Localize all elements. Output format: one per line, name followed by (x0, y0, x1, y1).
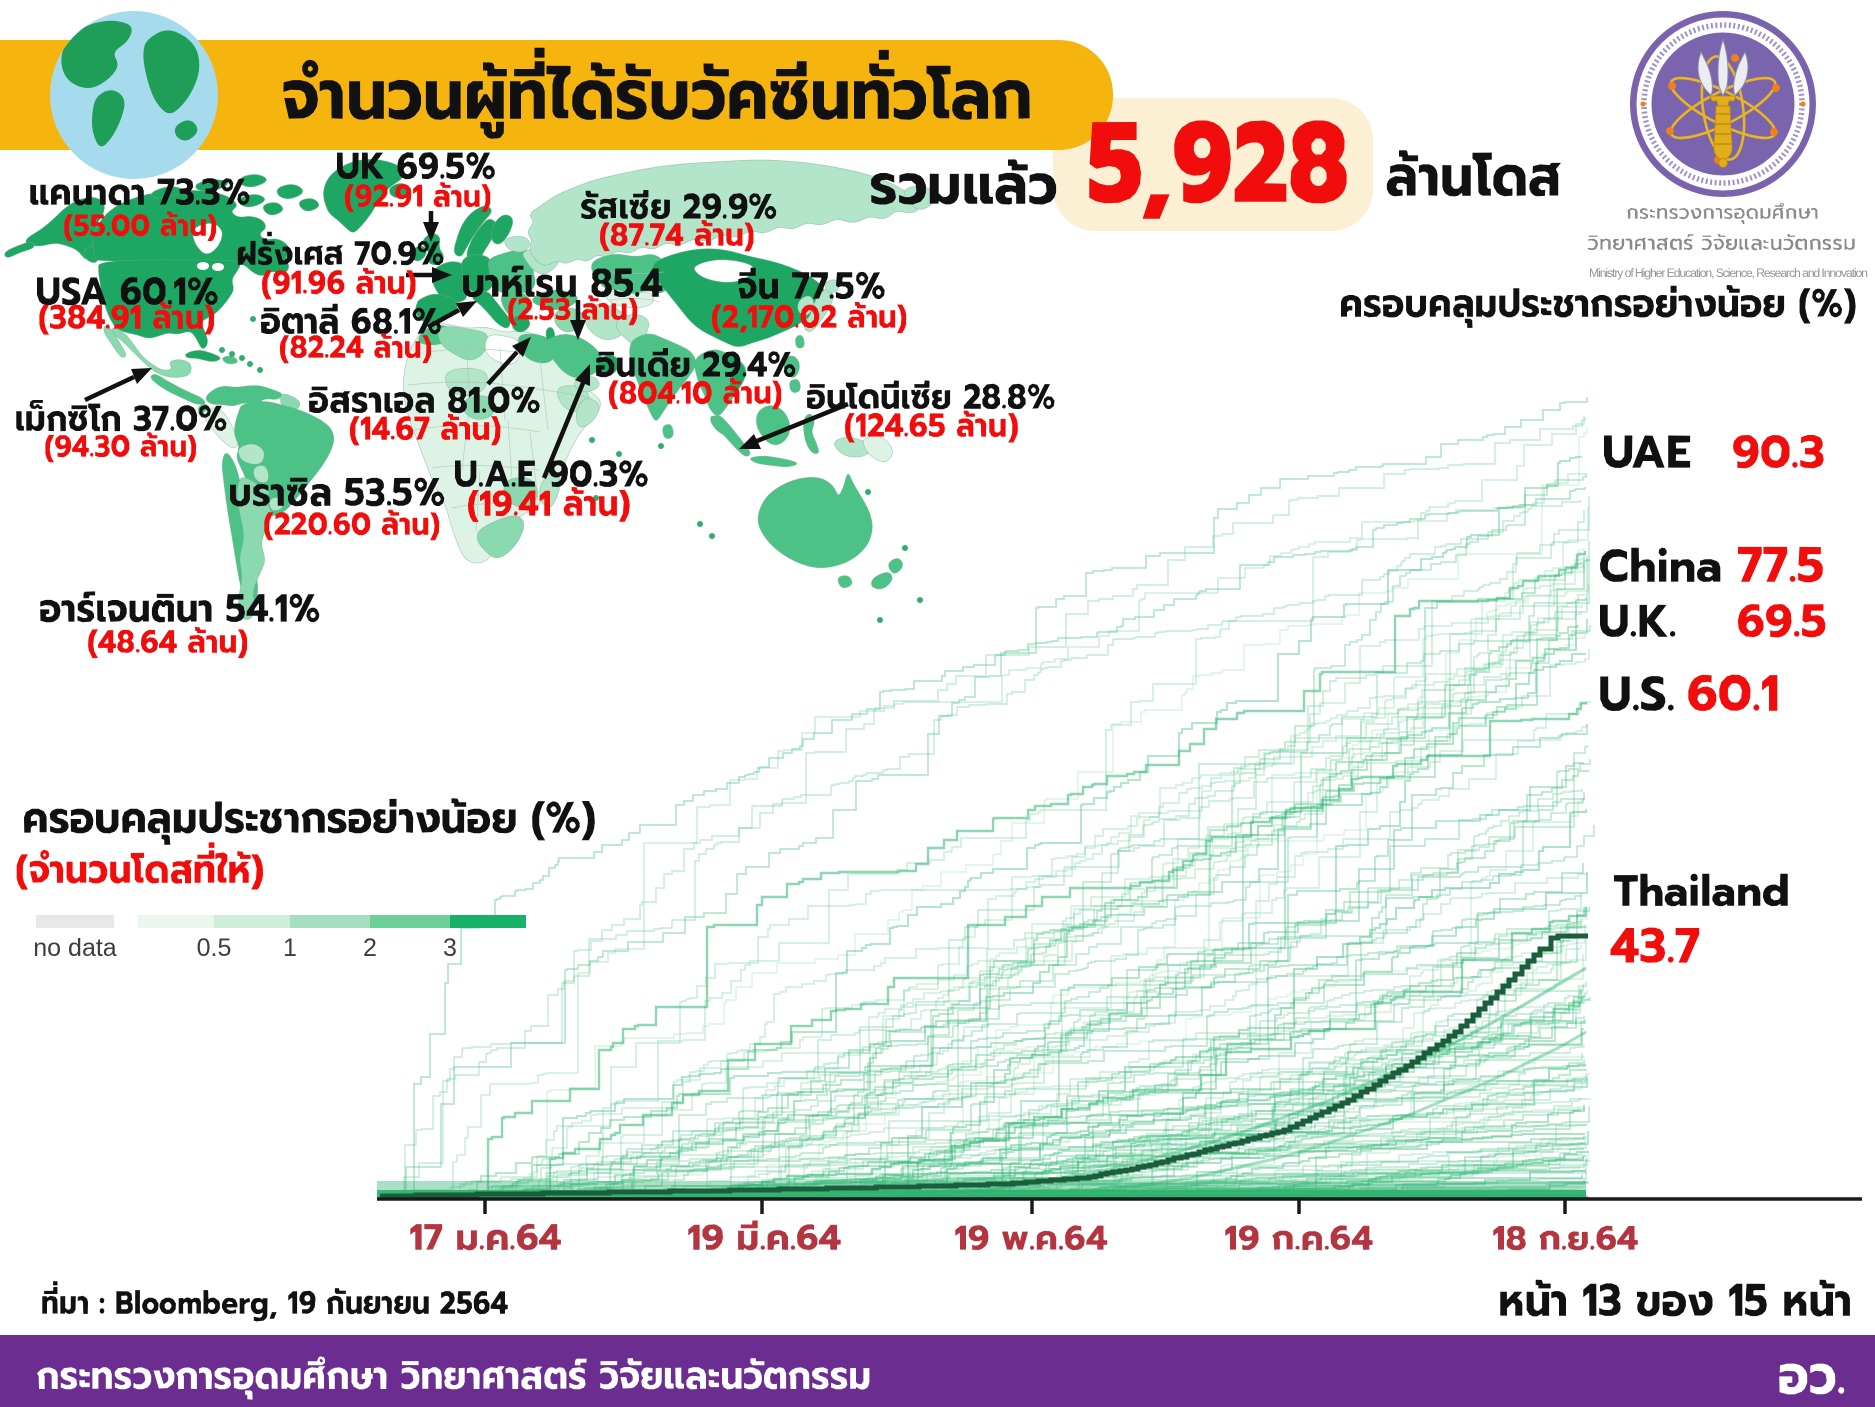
svg-text:2: 2 (363, 934, 377, 962)
svg-text:no data: no data (33, 934, 117, 962)
svg-text:Ministry of Higher Education,: Ministry of Higher Education, Science, R… (1589, 266, 1868, 280)
svg-text:1: 1 (283, 934, 297, 962)
svg-text:3: 3 (443, 934, 457, 962)
svg-text:0.5: 0.5 (197, 934, 232, 962)
